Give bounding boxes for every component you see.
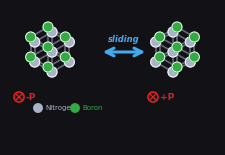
Circle shape <box>155 32 165 42</box>
Text: sliding: sliding <box>108 35 140 44</box>
Circle shape <box>185 37 195 47</box>
Circle shape <box>64 37 74 47</box>
Circle shape <box>168 67 178 77</box>
Text: -P: -P <box>26 93 36 102</box>
Circle shape <box>47 47 57 57</box>
Circle shape <box>151 57 161 67</box>
Circle shape <box>47 27 57 37</box>
Circle shape <box>155 52 165 62</box>
Circle shape <box>60 32 70 42</box>
Circle shape <box>185 57 195 67</box>
Circle shape <box>30 57 40 67</box>
Circle shape <box>172 62 182 72</box>
Text: Boron: Boron <box>82 105 103 111</box>
Text: +P: +P <box>160 93 174 102</box>
Circle shape <box>172 42 182 52</box>
Circle shape <box>71 104 79 112</box>
Circle shape <box>60 52 70 62</box>
Circle shape <box>189 32 199 42</box>
Circle shape <box>189 52 199 62</box>
Circle shape <box>43 42 53 52</box>
Circle shape <box>26 32 36 42</box>
Circle shape <box>172 22 182 32</box>
Circle shape <box>168 47 178 57</box>
Circle shape <box>30 37 40 47</box>
Circle shape <box>47 67 57 77</box>
Circle shape <box>43 62 53 72</box>
Circle shape <box>43 22 53 32</box>
Circle shape <box>34 104 42 112</box>
Circle shape <box>64 57 74 67</box>
Circle shape <box>168 27 178 37</box>
Circle shape <box>151 37 161 47</box>
Text: Nitrogen: Nitrogen <box>45 105 75 111</box>
Circle shape <box>26 52 36 62</box>
